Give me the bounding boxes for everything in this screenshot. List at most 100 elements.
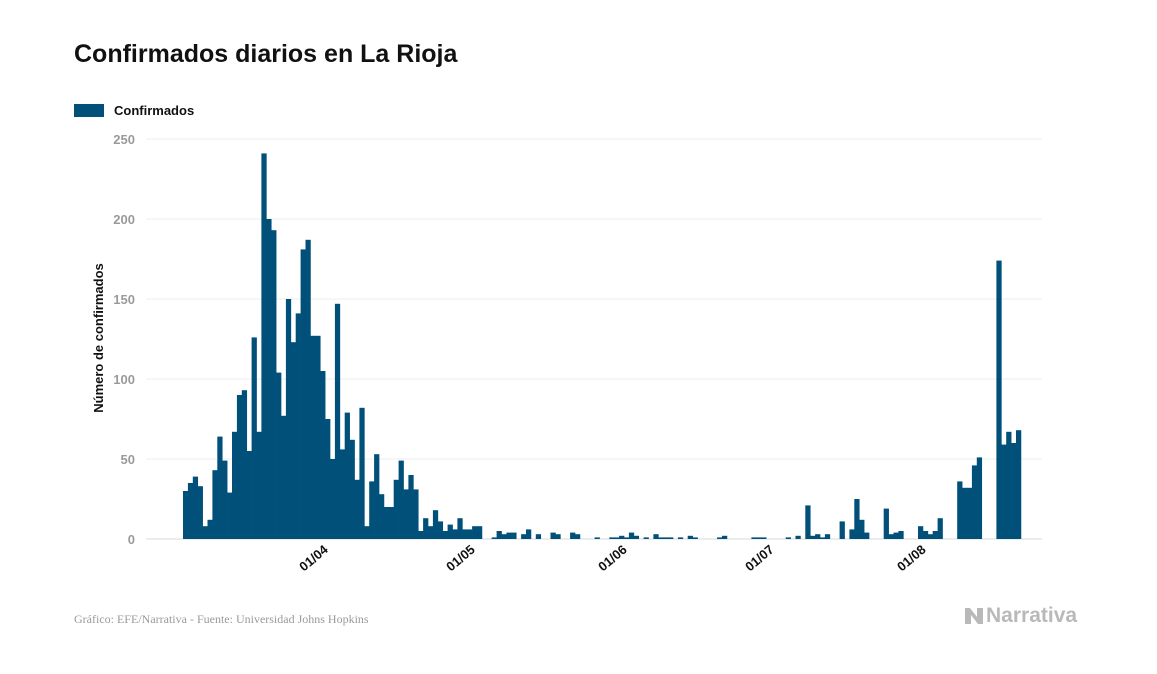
bar bbox=[393, 479, 399, 539]
x-tick-label: 01/06 bbox=[595, 542, 630, 574]
y-tick-label: 0 bbox=[128, 532, 135, 547]
bar bbox=[692, 537, 698, 539]
bar bbox=[467, 529, 473, 539]
bar bbox=[526, 529, 532, 539]
bar bbox=[477, 526, 483, 539]
narrativa-logo-icon bbox=[965, 608, 983, 624]
bar bbox=[285, 299, 292, 539]
bar bbox=[192, 476, 199, 539]
bar bbox=[305, 239, 311, 540]
bar bbox=[256, 431, 262, 539]
bar bbox=[428, 526, 434, 539]
bar bbox=[437, 521, 444, 539]
bar bbox=[241, 390, 248, 539]
bar bbox=[197, 486, 203, 539]
bar bbox=[1016, 430, 1022, 539]
bar bbox=[839, 521, 845, 539]
bar bbox=[751, 537, 757, 539]
source-credit: Gráfico: EFE/Narrativa - Fuente: Univers… bbox=[74, 612, 369, 626]
bar bbox=[854, 499, 860, 539]
bar bbox=[315, 335, 321, 539]
x-tick-label: 01/07 bbox=[742, 542, 777, 574]
bar bbox=[570, 532, 576, 539]
bar bbox=[824, 534, 831, 539]
bar bbox=[888, 534, 894, 539]
bar bbox=[447, 524, 453, 539]
bar bbox=[452, 529, 458, 539]
y-axis-label: Número de confirmados bbox=[91, 263, 106, 413]
bars bbox=[183, 153, 1022, 540]
bar bbox=[423, 518, 429, 539]
bar bbox=[619, 535, 625, 539]
bar bbox=[937, 518, 943, 539]
bar bbox=[320, 371, 326, 539]
bar bbox=[501, 534, 507, 539]
bar bbox=[251, 337, 257, 539]
bar bbox=[349, 439, 355, 539]
bar bbox=[653, 534, 659, 539]
bar bbox=[1006, 431, 1012, 539]
bar bbox=[339, 449, 346, 539]
bar bbox=[183, 491, 189, 539]
legend-label: Confirmados bbox=[114, 103, 195, 118]
bar bbox=[677, 537, 684, 539]
brand-name: Narrativa bbox=[986, 604, 1078, 627]
bar bbox=[418, 531, 424, 539]
bar bbox=[295, 313, 301, 539]
bar bbox=[1001, 444, 1007, 539]
bar bbox=[227, 492, 233, 539]
bar bbox=[668, 537, 674, 539]
bar bbox=[687, 535, 693, 539]
bar bbox=[918, 526, 924, 539]
bar bbox=[859, 519, 865, 539]
bar bbox=[864, 532, 870, 539]
bar bbox=[232, 431, 238, 539]
bar bbox=[815, 534, 821, 539]
bar bbox=[820, 537, 826, 539]
bar bbox=[462, 529, 468, 539]
bar bbox=[633, 535, 640, 539]
bar bbox=[922, 531, 929, 539]
bar bbox=[246, 451, 252, 539]
bar bbox=[795, 535, 801, 539]
chart-title: Confirmados diarios en La Rioja bbox=[74, 40, 458, 68]
legend-swatch bbox=[74, 104, 104, 117]
bar bbox=[403, 489, 409, 539]
bar bbox=[217, 436, 223, 539]
bar bbox=[187, 483, 194, 539]
bar bbox=[1011, 443, 1017, 539]
bar bbox=[506, 532, 512, 539]
bar bbox=[511, 532, 517, 539]
y-tick-label: 250 bbox=[113, 132, 135, 147]
bar bbox=[785, 537, 791, 539]
bar bbox=[334, 303, 341, 539]
bar bbox=[212, 470, 218, 539]
bar bbox=[383, 507, 390, 539]
bar bbox=[898, 531, 904, 539]
bar bbox=[290, 342, 297, 539]
bar bbox=[369, 481, 375, 539]
bar bbox=[967, 487, 973, 539]
bar bbox=[756, 537, 762, 539]
bar bbox=[388, 507, 395, 539]
bar bbox=[535, 534, 542, 539]
bar bbox=[849, 529, 855, 539]
bar bbox=[261, 153, 267, 539]
x-tick-label: 01/04 bbox=[296, 541, 331, 574]
y-tick-label: 200 bbox=[113, 212, 135, 227]
bar bbox=[457, 518, 463, 539]
bar bbox=[472, 526, 478, 539]
bar bbox=[271, 230, 277, 539]
bar bbox=[330, 459, 336, 539]
y-tick-label: 50 bbox=[121, 452, 135, 467]
bar bbox=[722, 535, 728, 539]
x-axis-ticks: 01/04 01/05 01/06 01/07 01/08 bbox=[296, 541, 928, 574]
bar bbox=[658, 537, 664, 539]
bar bbox=[883, 508, 889, 539]
bar bbox=[594, 537, 600, 539]
bar bbox=[624, 537, 630, 539]
bar bbox=[374, 454, 380, 539]
bar bbox=[976, 457, 983, 539]
bar bbox=[971, 465, 978, 539]
